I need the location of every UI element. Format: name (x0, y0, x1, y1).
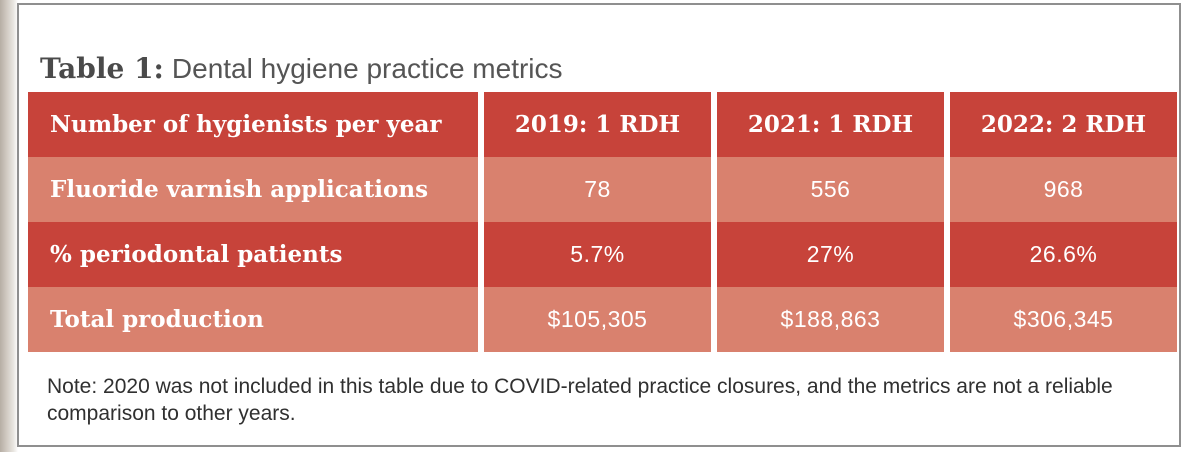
row-production-label: Total production (28, 287, 478, 352)
row-perio-2022: 26.6% (950, 222, 1177, 287)
row-production-2019: $105,305 (484, 287, 711, 352)
row-fluoride-label: Fluoride varnish applications (28, 157, 478, 222)
row-perio-2019: 5.7% (484, 222, 711, 287)
row-fluoride-2021: 556 (717, 157, 944, 222)
row-perio-label: % periodontal patients (28, 222, 478, 287)
scanned-page-edge (0, 0, 18, 452)
table-footnote: Note: 2020 was not included in this tabl… (47, 375, 1113, 425)
header-col-2022: 2022: 2 RDH (950, 92, 1177, 157)
table-card: Table 1: Dental hygiene practice metrics … (17, 3, 1181, 447)
row-fluoride-2019: 78 (484, 157, 711, 222)
row-perio-2021: 27% (717, 222, 944, 287)
row-production-2022: $306,345 (950, 287, 1177, 352)
metrics-table: Number of hygienists per year 2019: 1 RD… (28, 92, 1177, 352)
table-title-text: Dental hygiene practice metrics (171, 53, 563, 84)
table-title: Table 1: Dental hygiene practice metrics (40, 53, 563, 85)
header-row-label: Number of hygienists per year (28, 92, 478, 157)
table-title-prefix: Table 1: (40, 52, 164, 85)
header-col-2019: 2019: 1 RDH (484, 92, 711, 157)
row-production-2021: $188,863 (717, 287, 944, 352)
row-fluoride-2022: 968 (950, 157, 1177, 222)
header-col-2021: 2021: 1 RDH (717, 92, 944, 157)
